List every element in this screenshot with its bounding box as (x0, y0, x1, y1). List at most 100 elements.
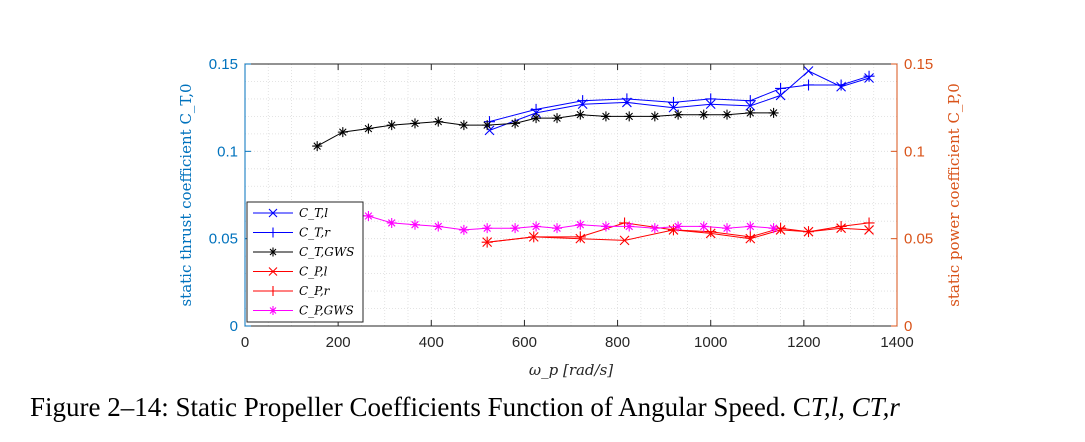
data-point-star (409, 118, 420, 129)
data-point-plus (574, 231, 586, 243)
right-tick-label: 0.1 (904, 143, 925, 160)
data-point-plus (621, 93, 633, 105)
legend-label: C_T,l (299, 206, 328, 220)
data-point-star (745, 221, 756, 232)
data-point-star (552, 223, 563, 234)
legend-label: C_T,GWS (299, 245, 354, 259)
legend-box (246, 201, 364, 323)
data-point-star (624, 221, 635, 232)
data-point-plus (775, 82, 787, 94)
left-tick-label: 0 (230, 318, 238, 335)
x-tick-label: 800 (605, 334, 630, 351)
data-point-star (673, 221, 684, 232)
series-4 (481, 217, 875, 248)
data-point-star (510, 118, 521, 129)
legend: C_T,l C_T,r C_T,GWS C_P,l C_P,r C_P,GWS (246, 201, 364, 323)
right-tick-label: 0.05 (904, 231, 933, 248)
x-tick-label: 1200 (787, 334, 820, 351)
series-2 (312, 107, 779, 152)
x-tick-label: 400 (419, 334, 444, 351)
data-point-plus (528, 231, 540, 243)
data-point-plus (530, 103, 542, 115)
data-point-x (484, 125, 495, 136)
data-point-star (552, 113, 563, 124)
data-point-x (864, 225, 874, 235)
x-tick-label: 1400 (880, 334, 913, 351)
data-point-star (386, 217, 397, 228)
data-point-plus (268, 227, 278, 238)
data-point-plus (705, 226, 717, 238)
x-tick-label: 1000 (694, 334, 727, 351)
data-point-star (531, 221, 542, 232)
series-layer (312, 66, 875, 248)
series-line (316, 112, 774, 147)
data-point-plus (744, 231, 756, 243)
data-point-plus (835, 220, 847, 232)
data-point-plus (863, 70, 875, 82)
data-point-star (531, 113, 542, 124)
data-point-x (619, 235, 630, 246)
data-point-star (510, 223, 521, 234)
data-point-star (698, 109, 709, 120)
data-point-star (433, 116, 444, 127)
data-point-star (649, 111, 660, 122)
left-tick-label: 0.05 (209, 231, 238, 248)
data-point-star (575, 109, 586, 120)
caption-text: Figure 2–14: Static Propeller Coefficien… (30, 392, 811, 422)
data-point-star (722, 109, 733, 120)
data-point-star (363, 123, 374, 134)
data-point-star (722, 223, 733, 234)
data-point-plus (744, 95, 756, 107)
data-point-star (312, 141, 323, 152)
data-point-star (575, 219, 586, 230)
legend-label: C_T,r (299, 226, 331, 240)
legend-label: C_P,l (299, 265, 328, 279)
right-tick-label: 0 (904, 318, 912, 335)
data-point-star (482, 120, 493, 131)
data-point-star (268, 247, 278, 257)
data-point-star (624, 111, 635, 122)
data-point-plus (481, 236, 493, 248)
data-point-plus (577, 95, 589, 107)
right-tick-label: 0.15 (904, 56, 933, 73)
data-point-plus (667, 96, 679, 108)
data-point-star (386, 120, 397, 131)
x-axis-ticks: 0 200 400 600 800 1000 1200 1400 (241, 64, 914, 351)
legend-label: C_P,GWS (299, 304, 354, 318)
data-point-star (649, 223, 660, 234)
left-axis-ticks: 0 0.05 0.1 0.15 (209, 56, 251, 335)
data-point-star (363, 210, 374, 221)
data-point-star (337, 127, 348, 138)
x-tick-label: 200 (326, 334, 351, 351)
data-point-plus (835, 79, 847, 91)
data-point-x (268, 267, 278, 276)
data-point-star (768, 107, 779, 118)
left-axis-label: static thrust coefficient C_T,0 (177, 83, 195, 306)
data-point-star (768, 223, 779, 234)
right-axis-ticks: 0 0.05 0.1 0.15 (891, 56, 933, 335)
series-5 (312, 205, 779, 235)
left-tick-label: 0.1 (217, 143, 238, 160)
series-line (317, 210, 774, 231)
data-point-star (433, 221, 444, 232)
series-line (489, 70, 870, 131)
caption-math: T,l, CT,r (810, 392, 900, 422)
data-point-star (268, 306, 278, 315)
left-tick-label: 0.15 (209, 56, 238, 73)
x-tick-label: 600 (512, 334, 537, 351)
data-point-x (803, 66, 814, 76)
data-point-plus (705, 93, 717, 105)
data-point-star (458, 120, 469, 131)
data-point-plus (803, 226, 815, 238)
data-point-star (409, 219, 420, 230)
x-axis-label: ω_p [rad/s] (529, 361, 613, 379)
data-point-star (458, 224, 469, 235)
figure-caption: Figure 2–14: Static Propeller Coefficien… (30, 392, 1085, 423)
data-point-star (600, 221, 611, 232)
x-tick-label: 0 (241, 334, 249, 351)
series-0 (484, 66, 874, 136)
data-point-x (268, 208, 278, 218)
legend-label: C_P,r (299, 284, 331, 298)
series-1 (484, 70, 875, 128)
